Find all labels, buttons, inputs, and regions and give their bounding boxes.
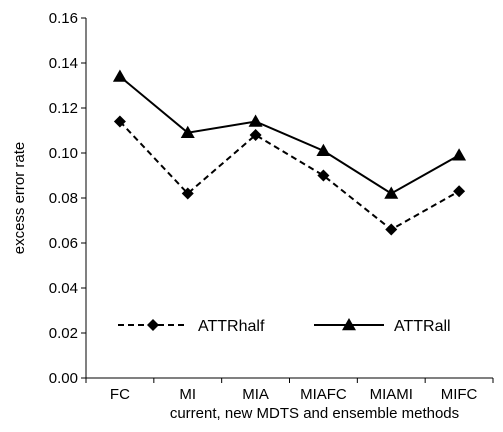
y-tick-label: 0.08 bbox=[49, 190, 78, 207]
y-tick-label: 0.02 bbox=[49, 325, 78, 342]
data-point-ATTRhalf bbox=[317, 169, 330, 182]
series-line-ATTRhalf bbox=[119, 120, 460, 231]
data-point-ATTRall bbox=[248, 114, 263, 127]
series-line-ATTRall bbox=[119, 75, 460, 195]
x-tick-label: MIFC bbox=[441, 386, 478, 403]
y-ticks: 0.00 0.02 0.04 0.06 0.08 0.10 0.12 0.14 0.16 bbox=[49, 10, 86, 387]
data-point-ATTRall bbox=[384, 186, 399, 199]
data-point-ATTRhalf bbox=[453, 185, 466, 198]
y-tick-label: 0.06 bbox=[49, 235, 78, 252]
x-tick-label: MIAMI bbox=[370, 386, 413, 403]
x-ticks: FC MI MIA MIAFC MIAMI MIFC bbox=[85, 378, 494, 403]
y-tick-label: 0.12 bbox=[49, 100, 78, 117]
x-tick-label: MIA bbox=[242, 386, 269, 403]
data-point-ATTRall bbox=[452, 148, 467, 161]
series-ATTRhalf bbox=[113, 115, 466, 236]
data-point-ATTRhalf bbox=[113, 115, 126, 128]
legend: ATTRhalf ATTRall bbox=[118, 318, 451, 335]
data-point-ATTRhalf bbox=[385, 223, 398, 236]
x-tick-label: FC bbox=[110, 386, 130, 403]
series-layer bbox=[112, 69, 467, 236]
data-point-ATTRall bbox=[112, 69, 127, 82]
x-tick-label: MI bbox=[179, 386, 196, 403]
y-tick-label: 0.14 bbox=[49, 55, 78, 72]
legend-label-ATTRall: ATTRall bbox=[394, 318, 451, 335]
legend-item-ATTRhalf: ATTRhalf bbox=[118, 318, 265, 335]
y-tick-label: 0.16 bbox=[49, 10, 78, 27]
y-tick-label: 0.00 bbox=[49, 370, 78, 387]
data-point-ATTRall bbox=[180, 125, 195, 138]
data-point-ATTRhalf bbox=[249, 129, 262, 141]
data-point-ATTRhalf bbox=[181, 187, 194, 200]
series-ATTRall bbox=[112, 69, 467, 199]
y-tick-label: 0.04 bbox=[49, 280, 78, 297]
legend-marker-ATTRhalf bbox=[147, 319, 159, 331]
legend-item-ATTRall: ATTRall bbox=[314, 318, 451, 335]
legend-marker-ATTRall bbox=[342, 318, 356, 331]
legend-label-ATTRhalf: ATTRhalf bbox=[198, 318, 265, 335]
y-axis-title: excess error rate bbox=[11, 142, 28, 255]
data-point-ATTRall bbox=[316, 143, 331, 156]
y-tick-label: 0.10 bbox=[49, 145, 78, 162]
x-axis-title: current, new MDTS and ensemble methods bbox=[170, 405, 459, 422]
x-tick-label: MIAFC bbox=[300, 386, 347, 403]
